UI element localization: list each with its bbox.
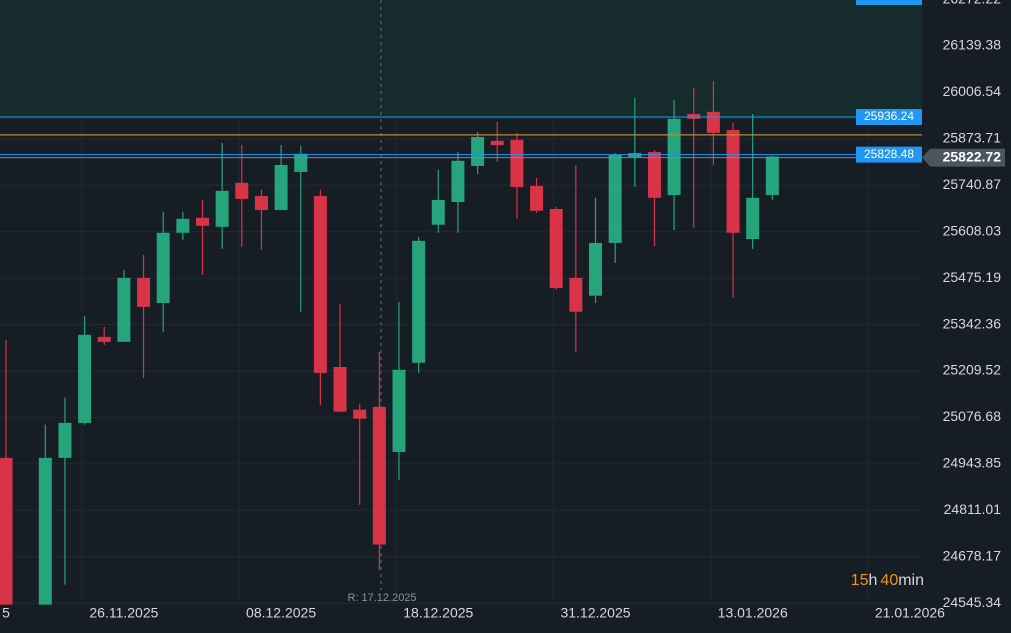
y-tick-label: 25209.52 — [943, 362, 1002, 378]
candle-body — [353, 409, 367, 419]
candle-body — [58, 422, 72, 458]
candle-body — [549, 209, 563, 288]
candle-body — [608, 154, 622, 243]
candle-body — [392, 369, 406, 452]
countdown: 15h 40min — [851, 572, 924, 589]
candle-body — [510, 139, 524, 187]
candle-body — [313, 196, 327, 373]
candle-body — [451, 160, 465, 203]
candle-body — [589, 242, 602, 296]
candle-body — [196, 217, 209, 226]
candle-body — [274, 164, 288, 211]
candle-body — [530, 185, 544, 211]
y-tick-label: 26006.54 — [943, 83, 1002, 99]
replay-label: R: 17.12.2025 — [347, 592, 416, 604]
countdown-minutes: 40 — [880, 572, 898, 589]
x-tick-label: 21.01.2026 — [875, 605, 945, 621]
candle-body — [490, 140, 504, 146]
candle-body — [569, 277, 583, 312]
y-tick-label: 25608.03 — [943, 222, 1002, 238]
candle-body — [97, 336, 111, 342]
candle-body — [0, 457, 13, 605]
candle-body — [294, 153, 308, 172]
plot — [0, 81, 922, 605]
candle-body — [412, 240, 426, 363]
y-tick-label: 24545.34 — [943, 594, 1002, 610]
candle-body — [176, 218, 190, 233]
candle-body — [137, 277, 151, 307]
x-tick-label: 31.12.2025 — [560, 605, 630, 621]
candle-body — [667, 118, 681, 196]
candle-body — [78, 334, 92, 423]
x-tick-label: 26.11.2025 — [89, 605, 158, 621]
candle-body — [215, 190, 229, 227]
axes: 24545.34 24678.17 24811.01 24943.85 25076.68… — [2, 0, 1005, 621]
x-tick-label: 5 — [2, 605, 10, 621]
y-tick-label: 25475.19 — [943, 269, 1002, 285]
candle-body — [235, 182, 249, 199]
candle-body — [38, 457, 52, 605]
highlight-zone — [0, 0, 922, 119]
candle-body — [156, 232, 170, 304]
candle-body — [431, 199, 445, 225]
x-tick-label: 08.12.2025 — [246, 605, 316, 621]
candle-body — [706, 111, 720, 133]
last-price-label: 25822.72 — [943, 148, 1002, 164]
y-tick-label: 24678.17 — [943, 547, 1002, 563]
candle-body — [117, 277, 131, 342]
last-price-tag — [922, 148, 1005, 167]
y-tick-label: 25076.68 — [943, 408, 1002, 424]
y-tick-label: 25342.36 — [943, 315, 1002, 331]
x-tick-label: 13.01.2026 — [718, 605, 788, 621]
price-tag — [856, 146, 922, 163]
countdown-hours: 15 — [851, 572, 869, 589]
offscreen-level-tag — [856, 0, 922, 5]
x-tick-label: 18.12.2025 — [403, 605, 473, 621]
candle-body — [765, 156, 779, 196]
price-tag-label: 25936.24 — [864, 109, 914, 123]
countdown-hours-unit: h — [869, 572, 878, 589]
y-tick-label: 25873.71 — [943, 130, 1002, 146]
candle-body — [726, 130, 740, 233]
countdown-minutes-unit: min — [898, 572, 924, 589]
y-tick-label: 24811.01 — [944, 501, 1002, 517]
candle-body — [372, 406, 386, 545]
price-tag — [856, 109, 922, 126]
y-tick-label: 25740.87 — [943, 176, 1002, 192]
y-tick-label: 24943.85 — [943, 455, 1002, 471]
candle-body — [333, 366, 347, 412]
candle-body — [647, 152, 661, 198]
candle-body — [471, 137, 485, 167]
y-tick-label: 26272.22 — [943, 0, 1002, 6]
candle-body — [254, 196, 268, 211]
candle-body — [687, 113, 701, 119]
y-tick-label: 26139.38 — [943, 37, 1002, 53]
price-tag-label: 25828.48 — [864, 147, 914, 161]
candle-body — [746, 197, 760, 240]
